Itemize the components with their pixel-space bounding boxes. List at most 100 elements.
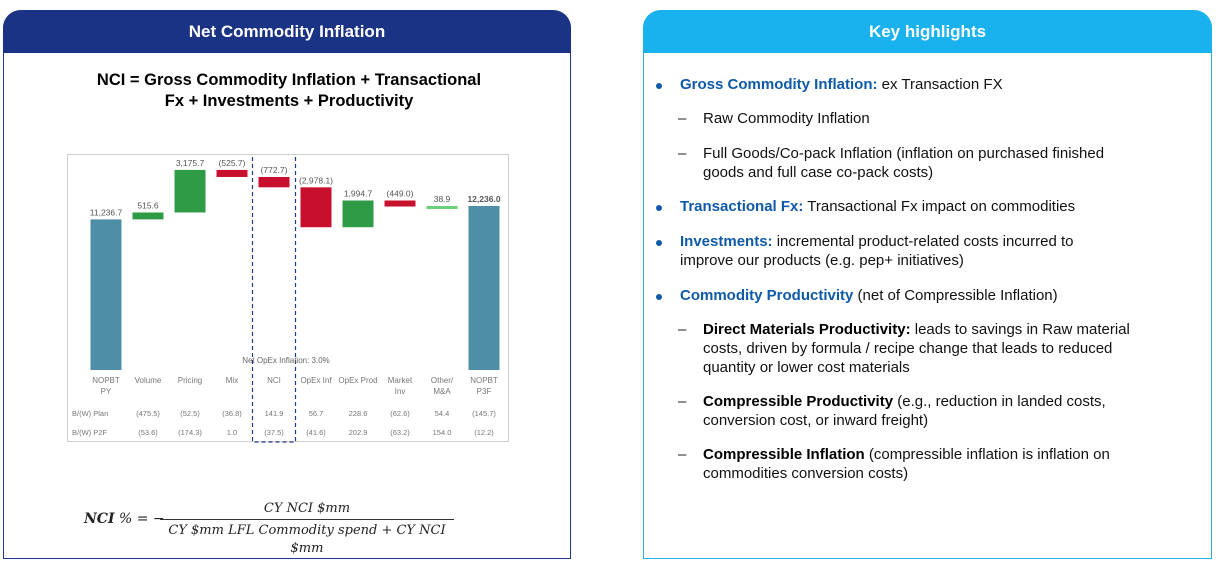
table-cell-1-8: (12.2) xyxy=(474,428,494,437)
list-item-text: Transactional Fx: Transactional Fx impac… xyxy=(680,198,1075,217)
x-tick-label-9: NOPBT xyxy=(470,376,498,385)
table-cell-1-2: 1.0 xyxy=(227,428,237,437)
list-item-bold: Investments: xyxy=(680,233,773,250)
x-tick-label-1: Volume xyxy=(135,376,162,385)
nci-formula-lhs-rest: % = − xyxy=(114,511,165,527)
x-tick-label-7: Market xyxy=(388,376,413,385)
table-cell-1-0: (53.6) xyxy=(138,428,158,437)
x-tick-label-5: OpEx Inf xyxy=(300,376,332,385)
bar-0 xyxy=(90,219,122,370)
table-cell-0-3: 141.9 xyxy=(265,409,284,418)
data-label-0: 11,236.7 xyxy=(90,207,123,217)
table-cell-1-3: (37.5) xyxy=(264,428,284,437)
data-label-6: 1,994.7 xyxy=(344,189,373,199)
nci-formula-denominator: CY $mm LFL Commodity spend + CY NCI $mm xyxy=(168,523,446,556)
table-cell-1-1: (174.3) xyxy=(178,428,202,437)
list-item-body-line2: improve our products (e.g. pep+ initiati… xyxy=(680,252,964,269)
waterfall-chart-svg: 11,236.7 515.6 3,175.7 (525.7) (772.7) (2,978… xyxy=(72,155,501,443)
bar-3 xyxy=(216,169,248,177)
data-label-5: (2,978.1) xyxy=(299,175,333,185)
bar-4 xyxy=(258,176,290,188)
data-label-1: 515.6 xyxy=(137,200,159,210)
list-item-body-line3: quantity or lower cost materials xyxy=(703,359,910,376)
table-cell-0-0: (475.5) xyxy=(136,409,160,418)
formula-title-line1: NCI = Gross Commodity Inflation + Transa… xyxy=(96,71,482,89)
x-tick-label-0: NOPBT xyxy=(92,376,120,385)
table-cell-0-5: 228.6 xyxy=(349,409,368,418)
nci-formula-lhs-var: NCI xyxy=(84,511,115,527)
list-item-body: (e.g., reduction in landed costs, xyxy=(893,393,1106,410)
list-item-body-line2: goods and full case co-pack costs) xyxy=(703,164,934,181)
bar-8 xyxy=(426,206,458,210)
list-item-body-line2: conversion cost, or inward freight) xyxy=(703,412,929,429)
table-cell-0-4: 56.7 xyxy=(309,409,324,418)
x-tick-label-8: Other/ xyxy=(431,376,454,385)
bar-2 xyxy=(174,169,206,213)
table-cell-1-7: 154.0 xyxy=(433,428,452,437)
list-item-body-line2: costs, driven by formula / recipe change… xyxy=(703,340,1113,357)
x-tick-label-8-line2: M&A xyxy=(433,387,451,396)
list-item-body: Raw Commodity Inflation xyxy=(703,110,870,127)
table-cell-1-6: (63.2) xyxy=(390,428,410,437)
x-tick-label-3: Mix xyxy=(226,376,238,385)
list-item-text: Gross Commodity Inflation: ex Transactio… xyxy=(680,76,1003,95)
list-item-body-line2: commodities conversion costs) xyxy=(703,465,909,482)
data-label-7: (449.0) xyxy=(387,189,414,199)
list-item-bold: Compressible Inflation xyxy=(703,446,865,463)
list-item-bold: Direct Materials Productivity: xyxy=(703,321,911,338)
list-item-text: Investments: incremental product-related… xyxy=(680,233,1074,252)
nci-highlight-box xyxy=(251,155,297,443)
bar-1 xyxy=(132,212,164,220)
dash-icon: – xyxy=(678,321,687,338)
list-item-body: Transactional Fx impact on commodities xyxy=(803,198,1076,215)
table-cell-0-6: (62.6) xyxy=(390,409,410,418)
list-item-bold: Compressible Productivity xyxy=(703,393,894,410)
table-cell-1-5: 202.9 xyxy=(349,428,368,437)
table-cell-1-4: (41.6) xyxy=(306,428,326,437)
panel-header-nci: Net Commodity Inflation xyxy=(3,10,571,53)
annotation-net-opex-inflation: Net OpEx Inflation: 3.0% xyxy=(242,356,330,365)
nci-formula-fraction-bar xyxy=(160,519,454,520)
bullet-icon xyxy=(656,83,662,89)
table-cell-0-7: 54.4 xyxy=(435,409,450,418)
waterfall-chart: 11,236.7 515.6 3,175.7 (525.7) (772.7) (2,978… xyxy=(67,154,509,443)
list-item-text: Direct Materials Productivity: leads to … xyxy=(703,321,1130,340)
list-item-text: Commodity Productivity (net of Compressi… xyxy=(680,287,1058,306)
table-row-label-0: B/(W) Plan xyxy=(72,409,108,418)
bar-7 xyxy=(384,200,416,207)
x-tick-label-7-line2: Inv xyxy=(395,387,406,396)
x-tick-label-0-line2: PY xyxy=(101,387,112,396)
panel-header-highlights: Key highlights xyxy=(643,10,1212,53)
dash-icon: – xyxy=(678,446,687,463)
x-tick-label-2: Pricing xyxy=(178,376,202,385)
net-commodity-inflation-panel: Net Commodity Inflation NCI = Gross Comm… xyxy=(3,10,571,559)
nci-percent-formula: NCI % = − CY NCI $mm CY $mm LFL Commodit… xyxy=(84,500,464,556)
dash-icon: – xyxy=(678,145,687,162)
data-label-3: (525.7) xyxy=(219,158,246,168)
list-item-bold: Commodity Productivity xyxy=(680,287,854,304)
list-item-body: (compressible inflation is inflation on xyxy=(864,446,1110,463)
nci-formula-fraction: CY NCI $mm CY $mm LFL Commodity spend + … xyxy=(160,500,454,556)
bar-5 xyxy=(300,187,332,228)
data-label-8: 38.9 xyxy=(434,194,451,204)
table-row-label-1: B/(W) P2F xyxy=(72,428,107,437)
nci-formula-numerator: CY NCI $mm xyxy=(263,501,351,516)
key-highlights-panel: Key highlights Gross Commodity Inflation… xyxy=(643,10,1212,559)
bar-6 xyxy=(342,200,374,228)
list-item-text: Compressible Productivity (e.g., reducti… xyxy=(703,393,1106,412)
list-item-bold: Transactional Fx: xyxy=(680,198,804,215)
nci-formula-title: NCI = Gross Commodity Inflation + Transa… xyxy=(44,70,534,112)
list-item-body: (net of Compressible Inflation) xyxy=(853,287,1058,304)
formula-title-line2: Fx + Investments + Productivity xyxy=(164,92,414,110)
x-tick-label-9-line2: P3F xyxy=(477,387,492,396)
list-item-bold: Gross Commodity Inflation: xyxy=(680,76,878,93)
bullet-icon xyxy=(656,205,662,211)
bullet-icon xyxy=(656,294,662,300)
dash-icon: – xyxy=(678,393,687,410)
table-cell-0-8: (145.7) xyxy=(472,409,496,418)
list-item-body: Full Goods/Co-pack Inflation (inflation … xyxy=(703,145,1105,162)
nci-formula-lhs: NCI % = − xyxy=(84,511,165,527)
x-tick-label-4: NCI xyxy=(267,376,281,385)
table-cell-0-1: (52.5) xyxy=(180,409,200,418)
dash-icon: – xyxy=(678,110,687,127)
